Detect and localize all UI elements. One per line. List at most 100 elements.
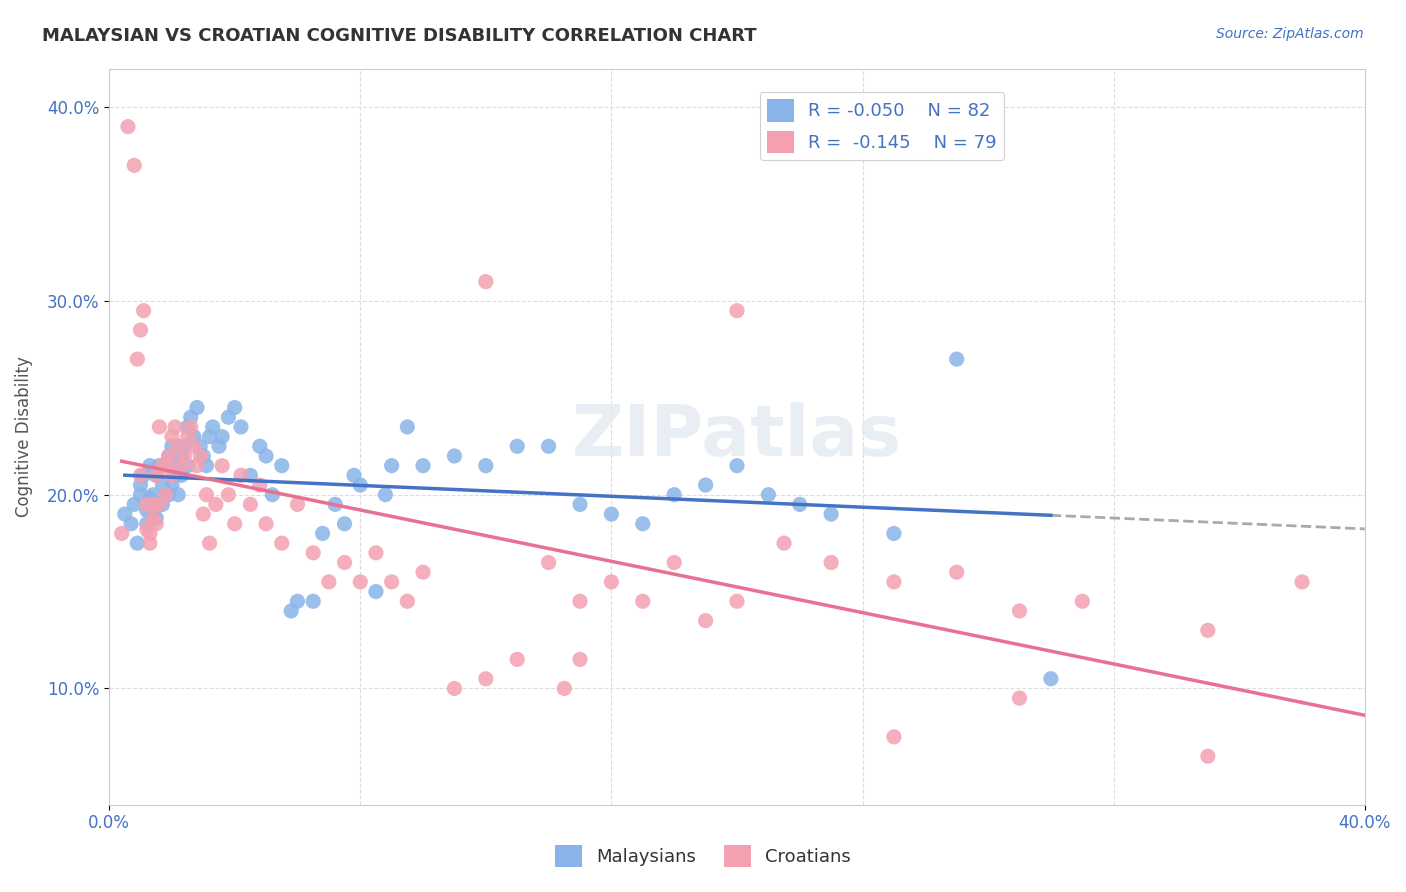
Point	[183, 439, 205, 453]
Point	[188, 439, 211, 453]
Point	[198, 429, 221, 443]
Point	[148, 458, 170, 473]
Point	[270, 536, 292, 550]
Point	[569, 652, 592, 666]
Point	[152, 497, 174, 511]
Point	[381, 458, 404, 473]
Point	[1291, 574, 1313, 589]
Point	[155, 458, 177, 473]
Point	[239, 468, 262, 483]
Point	[155, 458, 177, 473]
Point	[139, 458, 162, 473]
Point	[506, 439, 529, 453]
Point	[173, 449, 195, 463]
Point	[254, 449, 277, 463]
Text: MALAYSIAN VS CROATIAN COGNITIVE DISABILITY CORRELATION CHART: MALAYSIAN VS CROATIAN COGNITIVE DISABILI…	[42, 27, 756, 45]
Point	[412, 565, 434, 579]
Point	[443, 681, 465, 696]
Legend: Malaysians, Croatians: Malaysians, Croatians	[548, 838, 858, 874]
Point	[1197, 624, 1219, 638]
Point	[201, 420, 224, 434]
Point	[725, 458, 748, 473]
Point	[217, 488, 239, 502]
Point	[160, 478, 183, 492]
Point	[789, 497, 811, 511]
Point	[217, 410, 239, 425]
Point	[117, 120, 139, 134]
Point	[129, 478, 152, 492]
Point	[139, 526, 162, 541]
Point	[195, 458, 218, 473]
Point	[145, 468, 167, 483]
Point	[170, 468, 193, 483]
Point	[163, 468, 186, 483]
Point	[183, 429, 205, 443]
Point	[239, 497, 262, 511]
Point	[1071, 594, 1094, 608]
Point	[155, 488, 177, 502]
Point	[349, 574, 371, 589]
Point	[160, 468, 183, 483]
Point	[145, 516, 167, 531]
Point	[249, 439, 271, 453]
Point	[127, 352, 149, 367]
Point	[883, 526, 905, 541]
Legend: R = -0.050    N = 82, R =  -0.145    N = 79: R = -0.050 N = 82, R = -0.145 N = 79	[759, 92, 1004, 160]
Point	[205, 497, 228, 511]
Point	[318, 574, 340, 589]
Point	[311, 526, 333, 541]
Point	[725, 594, 748, 608]
Point	[176, 420, 198, 434]
Point	[695, 478, 717, 492]
Point	[148, 420, 170, 434]
Point	[145, 468, 167, 483]
Point	[111, 526, 134, 541]
Point	[333, 556, 356, 570]
Point	[211, 429, 233, 443]
Point	[229, 468, 252, 483]
Point	[662, 488, 685, 502]
Point	[142, 507, 165, 521]
Point	[135, 503, 157, 517]
Point	[364, 584, 387, 599]
Point	[167, 439, 190, 453]
Point	[157, 449, 180, 463]
Point	[160, 429, 183, 443]
Point	[122, 497, 145, 511]
Point	[129, 468, 152, 483]
Point	[157, 488, 180, 502]
Point	[820, 507, 842, 521]
Point	[725, 303, 748, 318]
Point	[173, 439, 195, 453]
Point	[195, 488, 218, 502]
Point	[883, 574, 905, 589]
Point	[945, 352, 967, 367]
Point	[1039, 672, 1062, 686]
Point	[120, 516, 142, 531]
Point	[135, 497, 157, 511]
Point	[186, 458, 208, 473]
Point	[163, 420, 186, 434]
Point	[142, 511, 165, 525]
Point	[287, 594, 309, 608]
Point	[142, 488, 165, 502]
Point	[180, 410, 202, 425]
Point	[132, 468, 155, 483]
Point	[302, 546, 325, 560]
Point	[224, 516, 246, 531]
Point	[1008, 604, 1031, 618]
Point	[145, 497, 167, 511]
Point	[569, 497, 592, 511]
Point	[249, 478, 271, 492]
Point	[114, 507, 136, 521]
Point	[155, 488, 177, 502]
Point	[170, 449, 193, 463]
Point	[364, 546, 387, 560]
Point	[695, 614, 717, 628]
Point	[142, 497, 165, 511]
Point	[537, 556, 560, 570]
Point	[229, 420, 252, 434]
Point	[152, 478, 174, 492]
Point	[224, 401, 246, 415]
Point	[148, 497, 170, 511]
